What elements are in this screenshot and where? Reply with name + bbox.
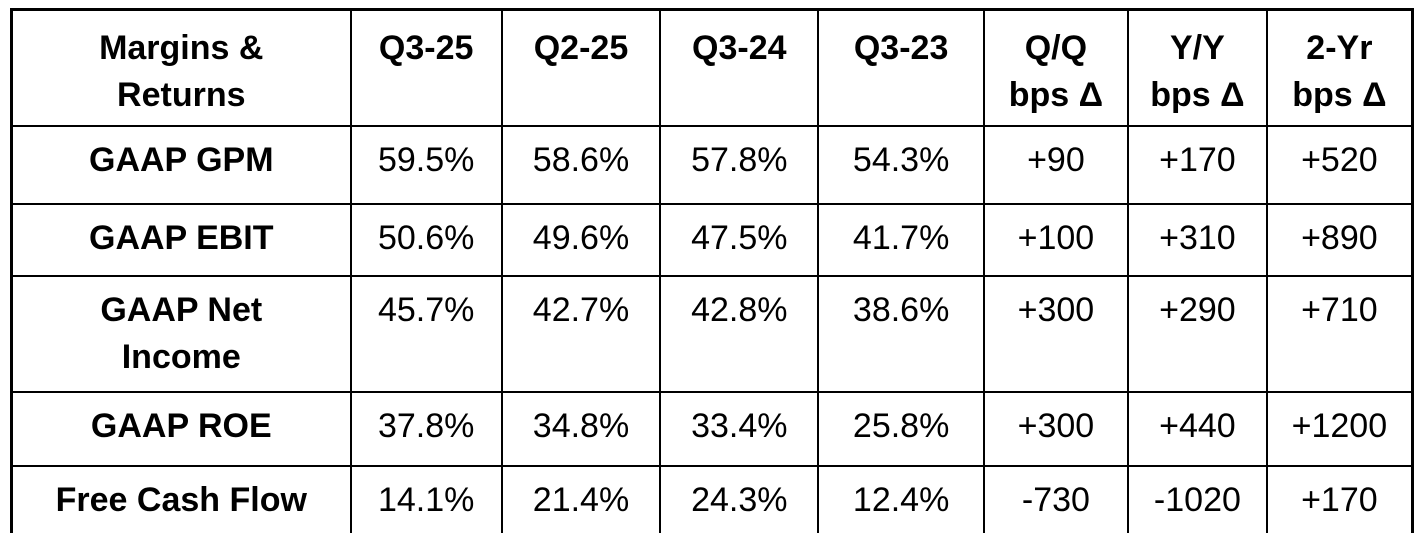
row-label: GAAP GPM (10, 124, 352, 205)
table-row: Free Cash Flow 14.1% 21.4% 24.3% 12.4% -730 -1… (10, 464, 1414, 533)
data-cell: 41.7% (817, 202, 985, 277)
data-cell: -730 (982, 464, 1130, 533)
column-header: Q3-25 (349, 8, 503, 127)
data-cell: 14.1% (349, 464, 503, 533)
data-cell: 57.8% (659, 124, 820, 205)
data-cell: 25.8% (817, 390, 985, 467)
data-cell: 45.7% (349, 274, 503, 393)
data-cell: +90 (982, 124, 1130, 205)
data-cell: 59.5% (349, 124, 503, 205)
column-header: Q3-24 (659, 8, 820, 127)
data-cell: 33.4% (659, 390, 820, 467)
data-cell: +170 (1265, 464, 1414, 533)
margins-returns-table: Margins & Returns Q3-25 Q2-25 Q3-24 Q3-23 Q/Q… (10, 8, 1414, 533)
data-cell: +1200 (1265, 390, 1414, 467)
table-row: GAAP GPM 59.5% 58.6% 57.8% 54.3% +90 +170 +520 (10, 124, 1414, 205)
data-cell: +100 (982, 202, 1130, 277)
table-row: GAAP Net Income 45.7% 42.7% 42.8% 38.6% +300 +… (10, 274, 1414, 393)
data-cell: 47.5% (659, 202, 820, 277)
data-cell: +520 (1265, 124, 1414, 205)
data-cell: +300 (982, 274, 1130, 393)
row-label: GAAP EBIT (10, 202, 352, 277)
data-cell: 50.6% (349, 202, 503, 277)
column-header: Q2-25 (500, 8, 662, 127)
data-cell: +290 (1127, 274, 1268, 393)
row-label: GAAP Net Income (10, 274, 352, 393)
data-cell: 54.3% (817, 124, 985, 205)
data-cell: +310 (1127, 202, 1268, 277)
table-row: GAAP EBIT 50.6% 49.6% 47.5% 41.7% +100 +310 +89… (10, 202, 1414, 277)
data-cell: 12.4% (817, 464, 985, 533)
data-cell: 38.6% (817, 274, 985, 393)
data-cell: +890 (1265, 202, 1414, 277)
data-cell: 34.8% (500, 390, 662, 467)
data-cell: +300 (982, 390, 1130, 467)
data-cell: 21.4% (500, 464, 662, 533)
data-cell: 37.8% (349, 390, 503, 467)
data-cell: -1020 (1127, 464, 1268, 533)
data-cell: 42.8% (659, 274, 820, 393)
column-header: Q3-23 (817, 8, 985, 127)
data-cell: +170 (1127, 124, 1268, 205)
data-cell: +440 (1127, 390, 1268, 467)
data-cell: 24.3% (659, 464, 820, 533)
data-cell: 49.6% (500, 202, 662, 277)
row-label: GAAP ROE (10, 390, 352, 467)
data-cell: 42.7% (500, 274, 662, 393)
column-header: Y/Y bps Δ (1127, 8, 1268, 127)
column-header: Q/Q bps Δ (982, 8, 1130, 127)
column-header: 2-Yr bps Δ (1265, 8, 1414, 127)
corner-header-cell: Margins & Returns (10, 8, 352, 127)
data-cell: 58.6% (500, 124, 662, 205)
row-label: Free Cash Flow (10, 464, 352, 533)
table-row: GAAP ROE 37.8% 34.8% 33.4% 25.8% +300 +440 +120… (10, 390, 1414, 467)
data-cell: +710 (1265, 274, 1414, 393)
header-row: Margins & Returns Q3-25 Q2-25 Q3-24 Q3-23 Q/Q… (10, 8, 1414, 127)
table-body: GAAP GPM 59.5% 58.6% 57.8% 54.3% +90 +170 +520 G… (10, 124, 1414, 533)
